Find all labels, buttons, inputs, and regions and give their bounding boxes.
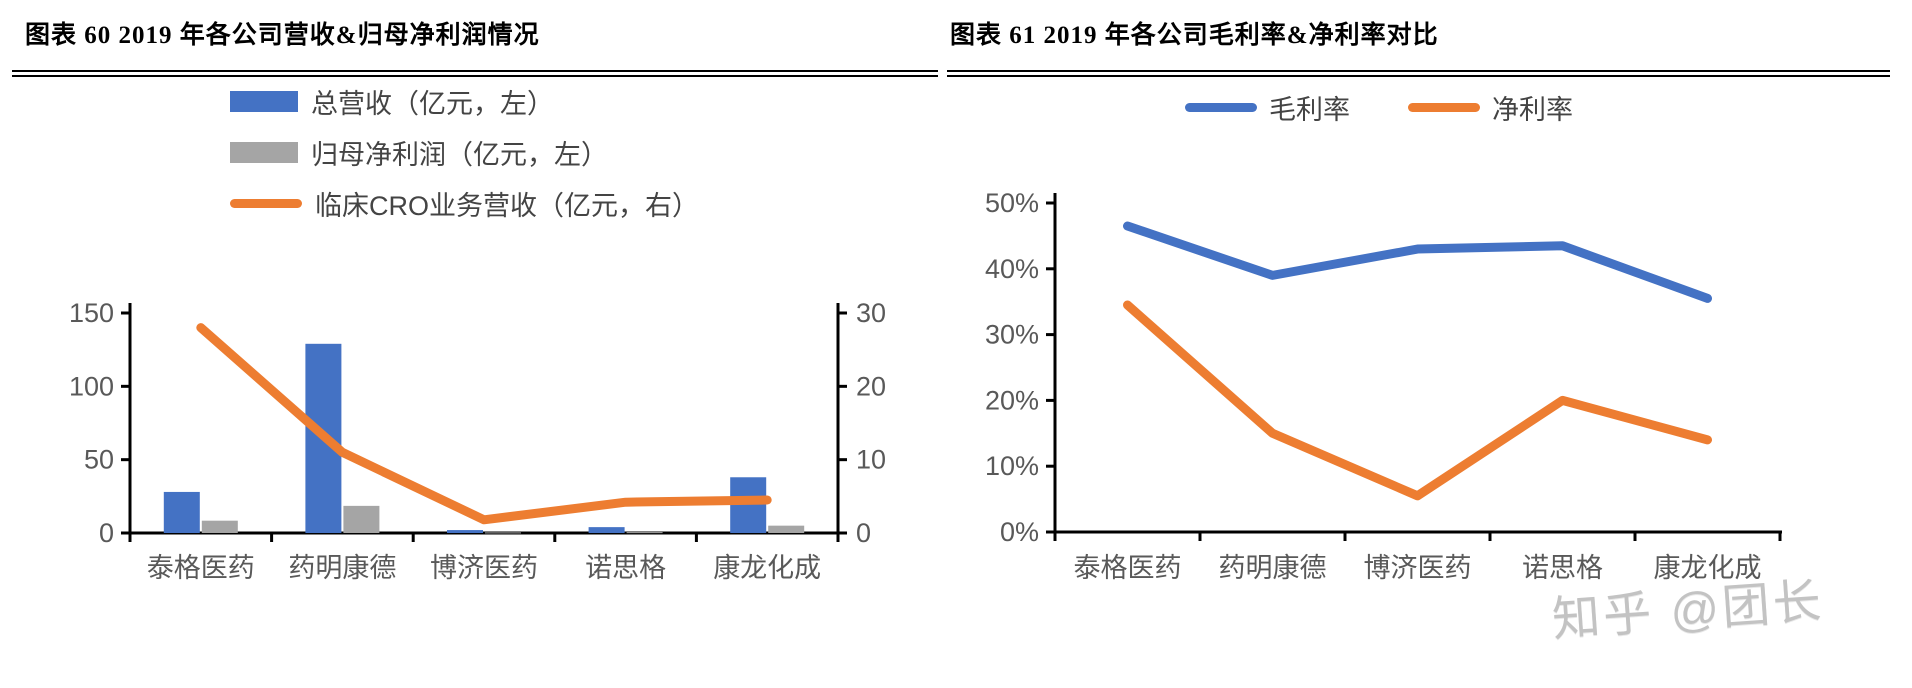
legend-line-swatch: [1185, 102, 1257, 112]
bar-1: [768, 525, 805, 533]
legend-item-total-revenue: 总营收（亿元，左）: [230, 86, 699, 119]
bar-1: [626, 532, 663, 534]
bar-1: [485, 532, 521, 534]
legend-line-swatch: [230, 198, 302, 208]
bar-0: [588, 527, 625, 533]
legend-label: 归母净利润（亿元，左）: [311, 139, 608, 170]
legend-item-net-margin: 净利率: [1408, 92, 1573, 125]
bar-0: [163, 491, 200, 533]
line-chart: 0% 10% 20% 30% 40% 50% 泰格医药 药明康德 博济医药 诺思格 康龙化成: [985, 188, 1782, 583]
legend-label: 临床CRO业务营收（亿元，右）: [315, 190, 699, 221]
category-label: 博济医药: [430, 553, 538, 583]
bar-0: [730, 477, 767, 533]
bar-0: [447, 530, 483, 533]
secondary-y-tick-label: 30: [856, 298, 886, 328]
title-divider: [12, 70, 938, 77]
legend-label: 总营收（亿元，左）: [311, 88, 554, 119]
y-tick-label: 20%: [985, 385, 1039, 415]
secondary-y-tick-label: 0: [856, 518, 871, 548]
category-label: 博济医药: [1364, 553, 1472, 583]
y-tick-label: 150: [69, 298, 114, 328]
category-label: 泰格医药: [1074, 553, 1182, 583]
y-tick-label: 100: [69, 371, 114, 401]
y-tick-label: 50: [84, 445, 114, 475]
category-label: 诺思格: [1522, 553, 1603, 583]
title-divider: [947, 70, 1890, 77]
category-label: 泰格医药: [147, 553, 255, 583]
combo-chart: 0 50 100 150 0 10 20 30 泰格医药 药明康德 博济医药 诺思格 康龙化成: [69, 298, 886, 583]
legend: 毛利率 净利率: [1185, 92, 1573, 125]
chart-panel-margins: 图表 61 2019 年各公司毛利率&净利率对比 毛利率 净利率 0% 10% 20…: [947, 0, 1912, 688]
y-tick-label: 40%: [985, 254, 1039, 284]
line-series-1: [1123, 300, 1712, 501]
y-tick-label: 0%: [1000, 517, 1039, 547]
legend-bar-swatch: [230, 90, 298, 112]
legend-label: 净利率: [1492, 94, 1573, 125]
category-label: 药明康德: [1219, 553, 1327, 583]
category-label: 康龙化成: [1654, 553, 1762, 583]
chart-panel-revenue-profit: 图表 60 2019 年各公司营收&归母净利润情况 总营收（亿元，左） 归母净利…: [0, 0, 938, 688]
legend: 总营收（亿元，左） 归母净利润（亿元，左） 临床CRO业务营收（亿元，右）: [230, 86, 699, 239]
line-series-0: [1123, 221, 1712, 303]
chart-title: 图表 61 2019 年各公司毛利率&净利率对比: [950, 22, 1439, 49]
y-tick-label: 30%: [985, 320, 1039, 350]
legend-item-gross-margin: 毛利率: [1185, 92, 1350, 125]
bar-1: [343, 505, 380, 533]
y-tick-label: 50%: [985, 188, 1039, 218]
y-tick-label: 10%: [985, 451, 1039, 481]
secondary-y-tick-label: 10: [856, 445, 886, 475]
legend-line-swatch: [1408, 102, 1480, 112]
chart-title: 图表 60 2019 年各公司营收&归母净利润情况: [25, 22, 540, 49]
legend-item-cro-revenue: 临床CRO业务营收（亿元，右）: [230, 188, 699, 221]
legend-label: 毛利率: [1269, 94, 1350, 125]
category-label: 康龙化成: [713, 553, 821, 583]
bar-1: [201, 520, 238, 533]
y-tick-label: 0: [99, 518, 114, 548]
category-label: 药明康德: [288, 553, 396, 583]
legend-item-net-profit: 归母净利润（亿元，左）: [230, 137, 699, 170]
category-label: 诺思格: [585, 553, 666, 583]
secondary-y-tick-label: 20: [856, 371, 886, 401]
line-series-0: [196, 323, 772, 525]
legend-bar-swatch: [230, 141, 298, 163]
